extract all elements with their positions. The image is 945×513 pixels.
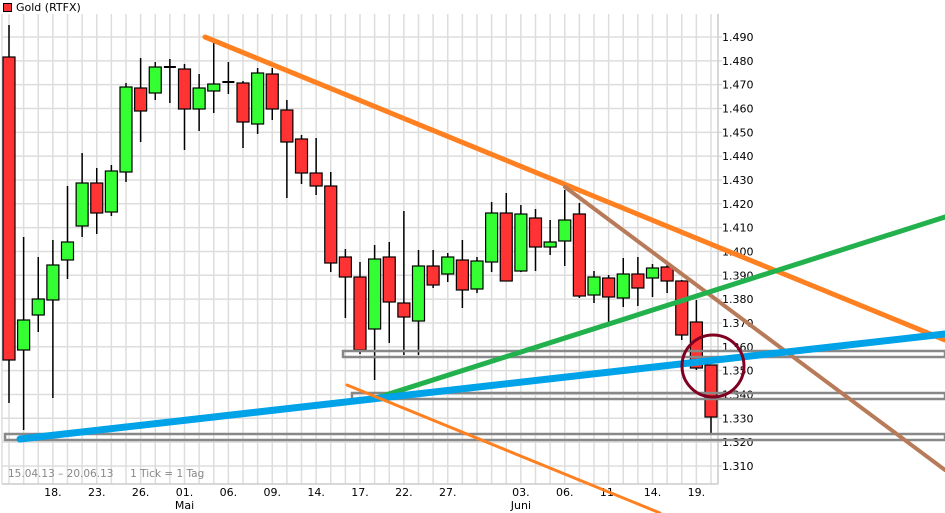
y-axis-tick-label: 1.430 [722,174,754,187]
candle-up [368,258,382,330]
x-axis-tick-label: 09. [264,486,282,499]
candle-down [528,217,543,248]
candle-up [543,241,557,248]
candle-up [119,86,133,173]
candle-up [485,212,499,263]
green-support-trendline [367,214,945,403]
y-axis-tick-label: 1.460 [722,102,754,115]
candle-up [645,267,660,279]
y-axis-tick-label: 1.400 [722,245,754,258]
series-color-swatch [3,2,12,12]
candle-down [675,280,689,336]
x-axis-tick-label: 06. [556,486,574,499]
candle-up [207,83,221,92]
x-axis-month-label: Mai [175,499,194,512]
x-axis-tick-label: 22. [395,486,413,499]
candle-down [426,265,440,286]
candle-down [338,256,352,278]
y-axis-tick-label: 1.470 [722,79,754,92]
candle-up [251,72,265,125]
y-axis-tick-label: 1.320 [722,436,754,449]
candle-up [558,219,572,242]
candle-down [602,277,616,298]
candle-down [177,68,192,110]
x-axis-tick-label: 23. [88,486,106,499]
y-axis-tick-label: 1.480 [722,55,754,68]
candle-up [616,273,630,299]
y-axis-tick-label: 1.450 [722,126,754,139]
y-axis-tick-label: 1.380 [722,293,754,306]
y-axis-tick-label: 1.310 [722,460,754,473]
candle-down [265,73,279,110]
orange-resistance-trendline [202,34,945,343]
candle-up [411,265,426,322]
candle-down [382,256,396,303]
x-axis-tick-label: 01. [176,486,194,499]
candle-up [441,256,455,275]
y-axis-tick-label: 1.420 [722,198,754,211]
x-axis-tick-label: 14. [307,486,325,499]
tick-info-text: 1 Tick = 1 Tag [130,468,205,480]
x-axis-tick-label: 27. [439,486,457,499]
candle-up [470,260,484,290]
x-axis-tick-label: 18. [44,486,62,499]
band-1.322 [3,432,945,442]
candle-down [572,213,586,297]
x-axis-tick-label: 14. [644,486,662,499]
candle-down [631,273,645,289]
x-axis-month-label: Juni [510,499,531,512]
candle-down [294,138,309,174]
date-range-text: 15.04.13 – 20.06.13 [8,468,114,480]
candle-down [455,259,469,291]
candle-up [514,213,528,272]
band-1.340 [350,391,945,401]
candle-up [46,264,60,301]
y-axis-tick-label: 1.330 [722,412,754,425]
candle-down [280,109,294,143]
chart-title: Gold (RTFX) [3,0,81,14]
y-axis-tick-label: 1.350 [722,365,754,378]
candle-down [660,266,674,282]
highlight-circle [680,333,746,399]
date-range-label: 15.04.13 – 20.06.13 1 Tick = 1 Tag [8,468,204,480]
candle-down [324,185,338,264]
x-axis-tick-label: 06. [220,486,238,499]
candle-down [134,87,148,112]
candle-up [17,319,31,351]
x-axis-tick-label: 19. [688,486,706,499]
y-axis-tick-label: 1.440 [722,150,754,163]
y-axis-tick-label: 1.410 [722,222,754,235]
chart-title-text: Gold (RTFX) [16,0,81,14]
y-axis-tick-label: 1.490 [722,31,754,44]
candle-up [31,298,45,316]
x-axis-tick-label: 17. [351,486,369,499]
candle-down [397,302,411,318]
x-axis-tick-label: 03. [512,486,530,499]
candle-down [236,82,250,123]
brown-resistance-trendline [563,185,945,472]
candle-down [309,172,323,187]
orange-thin-channel-trendline [345,383,662,513]
candle-down [2,56,16,361]
candle-up [75,182,89,227]
candle-up [104,170,118,213]
candle-down [90,182,104,214]
candle-up [148,66,162,94]
blue-support-trendline [16,330,945,443]
candle-up [60,241,75,261]
x-axis-tick-label: 26. [132,486,150,499]
band-1.355 [341,349,945,359]
candle-down [499,212,513,282]
candle-down [704,364,718,418]
candle-up [192,87,206,110]
candle-down [353,276,367,351]
candle-up [587,276,601,296]
